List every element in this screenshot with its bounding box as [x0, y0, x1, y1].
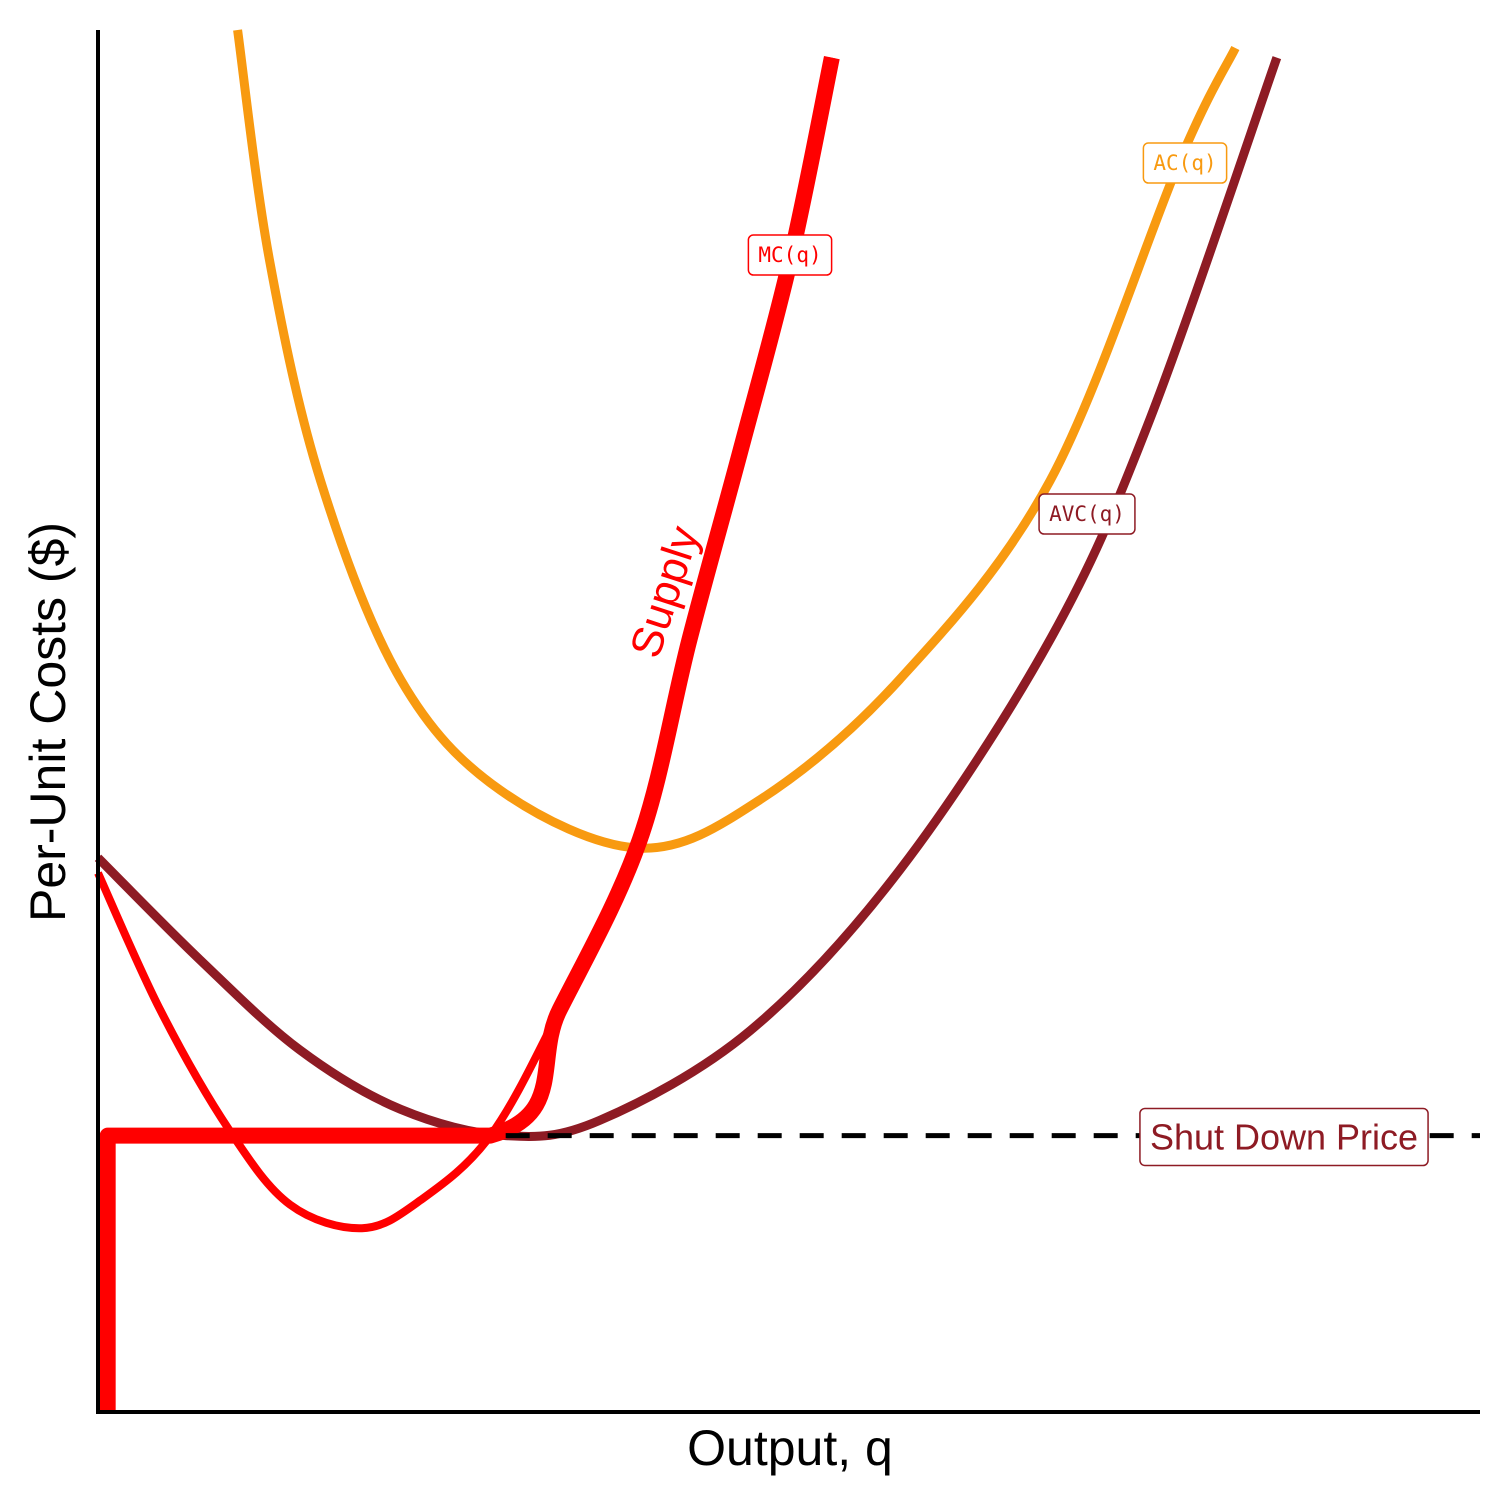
series-label: AVC(q)	[1038, 493, 1136, 535]
x-axis-label: Output, q	[687, 1420, 893, 1476]
series-line	[99, 56, 840, 1412]
label-box	[747, 234, 833, 276]
legend-label: Shut Down Price	[1150, 1117, 1418, 1158]
label-box	[1139, 1107, 1429, 1167]
legend-label: AVC(q)	[1049, 502, 1125, 526]
series-label: Shut Down Price	[1139, 1107, 1429, 1167]
label-box	[1038, 493, 1136, 535]
legend-label: MC(q)	[758, 243, 821, 267]
label-box	[1142, 142, 1228, 184]
legend-label: AC(q)	[1153, 151, 1216, 175]
y-axis-label: Per-Unit Costs ($)	[20, 522, 76, 922]
series-label: MC(q)	[747, 234, 833, 276]
series-label: AC(q)	[1142, 142, 1228, 184]
series-line	[94, 56, 1282, 1141]
